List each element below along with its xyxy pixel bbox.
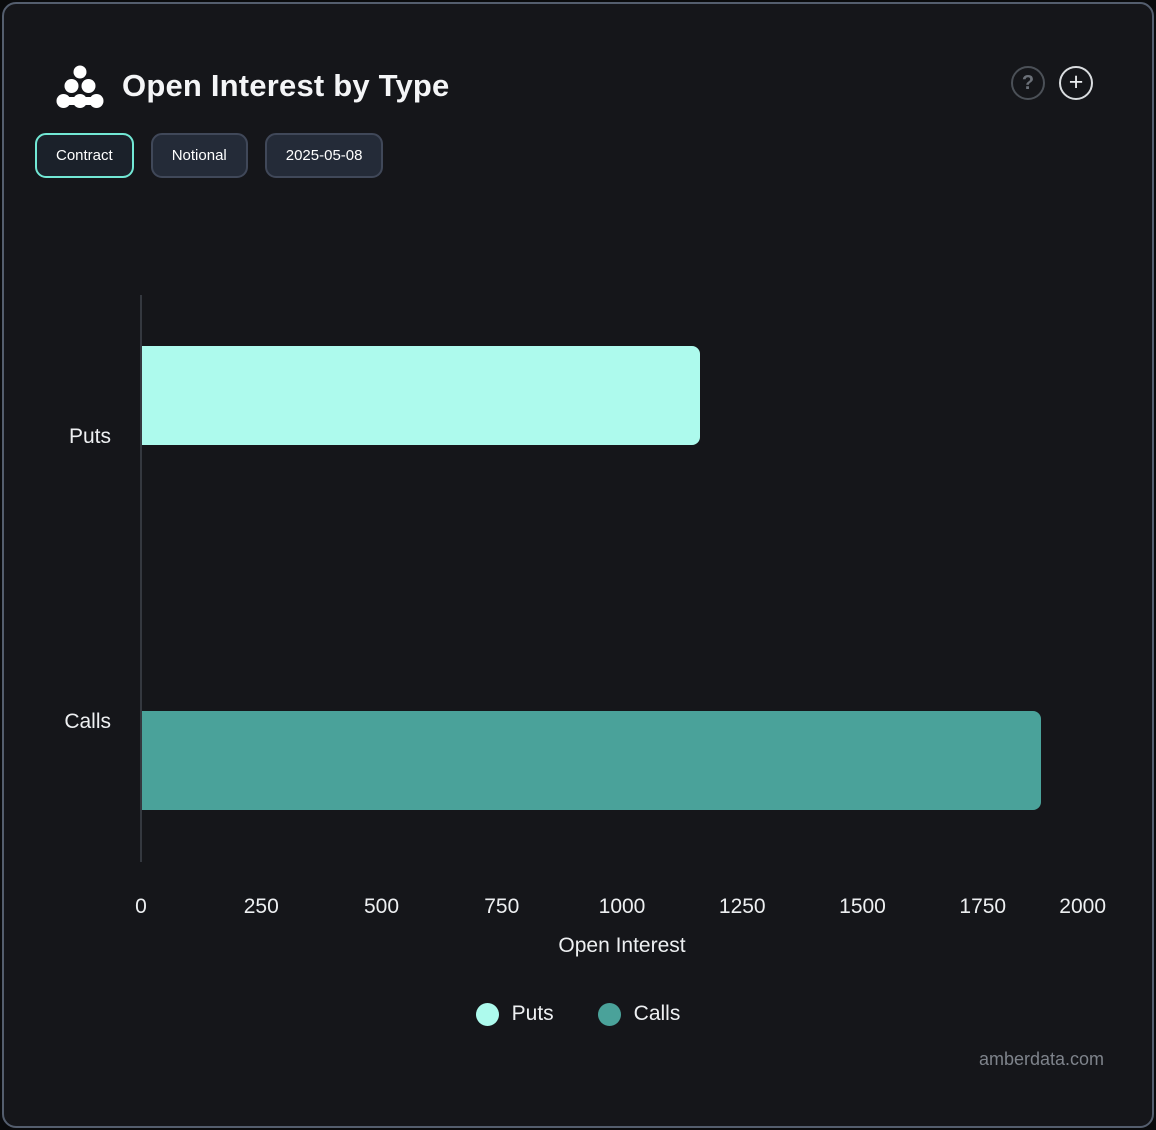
- toolbar-button-notional[interactable]: Notional: [150, 133, 248, 178]
- x-tick-label-750: 750: [484, 895, 520, 918]
- x-tick-label-1500: 1500: [839, 895, 886, 918]
- x-tick-label-500: 500: [363, 895, 400, 918]
- x-tick-label-1750: 1750: [959, 895, 1007, 918]
- x-tick-label-0: 0: [135, 895, 147, 918]
- x-tick-label-2000: 2000: [1059, 895, 1106, 918]
- page-title: Open Interest by Type: [122, 68, 450, 103]
- legend-dot-puts: [475, 1002, 499, 1026]
- x-tick-label-1000: 1000: [598, 895, 646, 918]
- add-icon[interactable]: +: [1059, 66, 1093, 100]
- help-icon[interactable]: ?: [1011, 66, 1045, 100]
- legend-dot-calls: [597, 1002, 621, 1026]
- legend-item-calls[interactable]: Calls: [597, 1002, 681, 1026]
- watermark: amberdata.com: [978, 1049, 1104, 1069]
- legend-label: Puts: [511, 1002, 554, 1025]
- y-axis-line: [140, 295, 142, 862]
- bar-puts[interactable]: [142, 346, 700, 445]
- toolbar: Contract Notional 2025-05-08: [35, 133, 384, 178]
- x-tick-label-1250: 1250: [718, 895, 766, 918]
- legend-item-puts[interactable]: Puts: [475, 1002, 554, 1026]
- x-tick-label-250: 250: [243, 895, 279, 918]
- legend-label: Calls: [633, 1002, 681, 1025]
- amberdata-logo-icon: [56, 64, 104, 110]
- y-tick-label-puts: Puts: [68, 425, 111, 448]
- bar-calls[interactable]: [142, 711, 1041, 810]
- y-tick-label-calls: Calls: [64, 710, 111, 733]
- x-axis-title: Open Interest: [558, 934, 686, 957]
- legend: Puts Calls: [0, 1002, 1156, 1026]
- toolbar-button-2025-05-08[interactable]: 2025-05-08: [264, 133, 384, 178]
- toolbar-button-contract[interactable]: Contract: [35, 133, 134, 178]
